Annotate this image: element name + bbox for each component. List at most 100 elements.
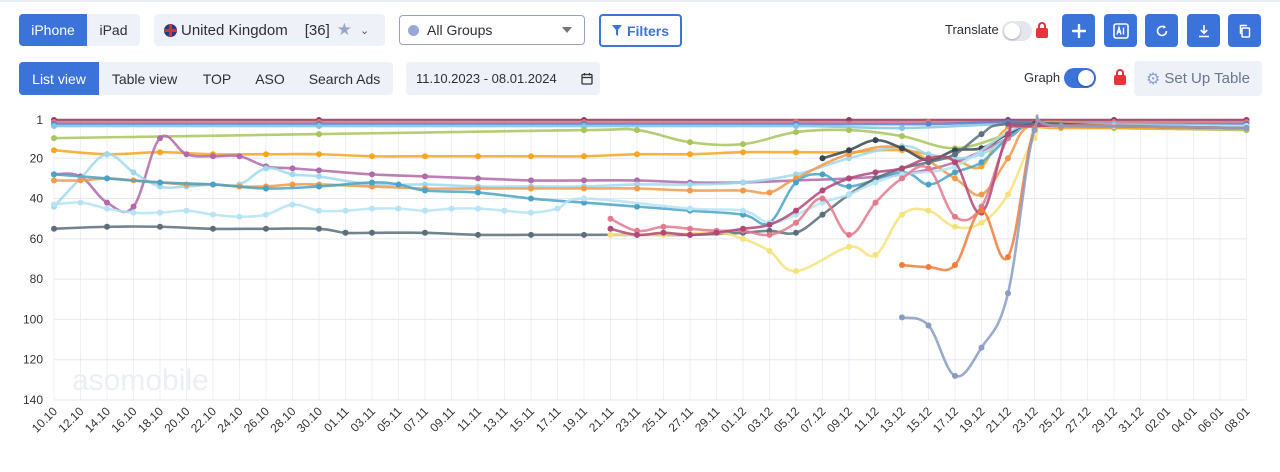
data-point <box>660 229 667 236</box>
data-point <box>740 235 746 242</box>
add-button[interactable] <box>1062 14 1095 47</box>
data-point <box>51 123 57 130</box>
data-point <box>872 137 879 144</box>
ipad-tab[interactable]: iPad <box>87 14 140 46</box>
data-point <box>369 171 375 178</box>
y-tick-label: 1 <box>36 113 43 127</box>
data-point <box>1005 155 1011 162</box>
x-tick-label: 31.12 <box>1115 404 1146 435</box>
data-point <box>952 151 958 158</box>
data-point <box>793 179 799 186</box>
x-tick-label: 21.12 <box>983 404 1014 435</box>
data-point <box>475 231 481 238</box>
y-tick-label: 140 <box>23 393 43 407</box>
iphone-tab[interactable]: iPhone <box>19 14 87 46</box>
data-point <box>740 149 746 156</box>
data-point <box>395 205 402 212</box>
data-point <box>978 191 985 198</box>
data-point <box>210 153 216 160</box>
data-point <box>130 209 137 216</box>
set-up-table-button[interactable]: ⚙ Set Up Table <box>1134 61 1262 96</box>
data-point <box>899 133 905 140</box>
data-point <box>925 165 932 172</box>
series-line <box>900 115 1248 272</box>
data-point <box>581 195 587 202</box>
uk-flag-icon <box>164 23 177 37</box>
data-point <box>210 181 216 188</box>
data-point <box>51 201 57 208</box>
x-tick-label: 05.11 <box>374 404 405 435</box>
list-view-tab[interactable]: List view <box>19 62 99 95</box>
y-tick-label: 20 <box>30 151 44 165</box>
x-tick-label: 09.11 <box>427 404 458 435</box>
data-point <box>1058 123 1064 130</box>
data-point <box>316 183 322 190</box>
lock-icon <box>1114 69 1126 85</box>
data-point <box>1005 253 1011 260</box>
data-point <box>422 207 428 214</box>
data-point <box>263 165 269 172</box>
data-point <box>104 151 110 158</box>
data-point <box>952 213 958 220</box>
data-point <box>51 135 57 142</box>
data-point <box>978 207 985 214</box>
data-point <box>925 322 932 329</box>
aso-tab[interactable]: ASO <box>255 70 285 87</box>
x-tick-label: 29.11 <box>692 404 723 435</box>
data-point <box>952 372 958 379</box>
data-point <box>607 225 614 232</box>
search-ads-tab[interactable]: Search Ads <box>308 70 381 87</box>
top-tab[interactable]: TOP <box>202 70 232 87</box>
filter-icon <box>611 25 622 36</box>
data-point <box>819 155 826 162</box>
country-select[interactable]: United Kingdom [36] ★ ⌄ <box>154 14 385 46</box>
data-point <box>581 177 587 184</box>
table-view-tab[interactable]: Table view <box>111 70 178 87</box>
group-color-dot <box>408 24 419 36</box>
data-point <box>872 251 879 258</box>
copy-button[interactable] <box>1228 14 1261 47</box>
translate-toggle[interactable] <box>1002 21 1032 41</box>
groups-select[interactable]: All Groups <box>399 15 585 45</box>
data-point <box>819 195 826 202</box>
data-point <box>422 173 428 180</box>
series-line <box>52 122 1248 208</box>
graph-toggle[interactable] <box>1064 68 1096 88</box>
data-point <box>687 205 693 212</box>
x-tick-label: 15.12 <box>903 404 934 435</box>
x-tick-label: 25.12 <box>1036 404 1067 435</box>
download-button[interactable] <box>1187 14 1220 47</box>
translate-label: Translate <box>945 22 999 37</box>
star-icon[interactable]: ★ <box>336 20 353 39</box>
data-point <box>740 179 746 186</box>
x-tick-label: 20.10 <box>161 404 192 435</box>
x-tick-label: 15.11 <box>507 404 538 435</box>
data-point <box>157 135 163 142</box>
data-point <box>846 175 852 182</box>
x-tick-label: 19.11 <box>560 404 591 435</box>
data-point <box>687 225 693 232</box>
data-point <box>289 171 296 178</box>
x-tick-label: 03.11 <box>348 404 379 435</box>
data-point <box>77 177 84 184</box>
x-tick-label: 11.11 <box>454 404 484 434</box>
x-tick-label: 12.10 <box>55 404 86 435</box>
x-tick-label: 14.10 <box>82 404 113 435</box>
data-point <box>342 207 349 214</box>
data-point <box>899 314 905 321</box>
data-point <box>210 211 216 218</box>
chart-grid <box>53 119 1247 401</box>
ai-button[interactable] <box>1104 14 1137 47</box>
country-name: United Kingdom <box>181 21 288 39</box>
x-tick-label: 18.10 <box>135 404 166 435</box>
filters-button[interactable]: Filters <box>599 14 682 47</box>
data-point <box>952 262 958 269</box>
data-point <box>528 209 534 216</box>
date-range-picker[interactable]: 11.10.2023 - 08.01.2024 <box>406 62 600 95</box>
x-tick-label: 13.11 <box>480 404 511 435</box>
y-tick-label: 40 <box>30 192 44 206</box>
data-point <box>554 205 561 212</box>
refresh-button[interactable] <box>1145 14 1178 47</box>
data-point <box>793 123 799 130</box>
